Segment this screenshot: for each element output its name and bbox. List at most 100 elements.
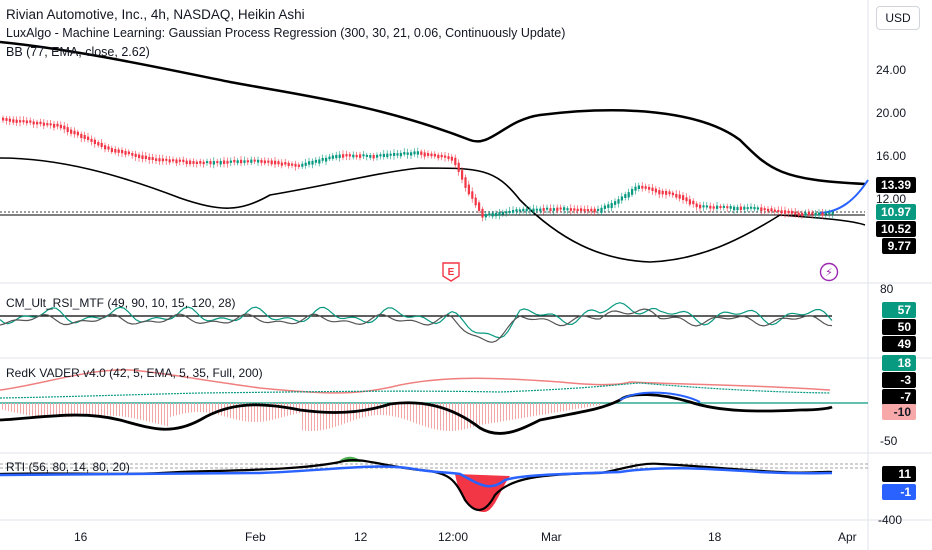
vader-histogram-bar [62,403,63,418]
candle-body [168,159,171,163]
candle-body [682,195,685,201]
vader-histogram-bar [143,403,144,421]
vader-histogram-bar [80,403,81,417]
vader-histogram-bar [509,403,510,421]
time-axis-label: 16 [74,530,88,544]
candle-body [104,145,107,150]
candle-body [563,207,566,211]
candle-body [767,208,770,212]
candle-body [695,203,698,208]
candle-body [403,152,406,155]
candle-body [355,154,358,158]
vader-histogram-bar [14,403,15,413]
candle-body [743,206,746,210]
candle-body [352,154,355,158]
vader-histogram-bar [86,403,87,416]
split-event-icon[interactable]: ⚡ [819,262,839,282]
candle-body [107,146,110,150]
price-axis-label: 16.00 [876,149,907,163]
vader-histogram-bar [275,403,276,420]
candle-body [100,142,103,147]
symbol-title[interactable]: Rivian Automotive, Inc., 4h, NASDAQ, Hei… [6,7,305,22]
vader-histogram-bar [581,403,582,409]
candle-body [267,160,270,163]
candle-body [580,208,583,212]
vader-histogram-bar [377,403,378,416]
candle-body [199,161,202,164]
vader-histogram-bar [299,403,300,414]
candle-body [66,127,69,133]
vader-histogram-bar [530,403,531,417]
vader-histogram-bar [485,403,486,425]
candle-body [335,154,338,159]
candle-body [148,156,151,160]
indicator-bb-legend[interactable]: BB (77, EMA, close, 2.62) [6,45,150,59]
candle-body [471,191,474,199]
candle-body [454,157,457,166]
vader-histogram-bar [599,403,600,406]
vader-histogram-bar [476,403,477,426]
rti-pane-legend[interactable]: RTI (56, 80, 14, 80, 20) [6,460,130,474]
rsi-pane-legend[interactable]: CM_Ult_RSI_MTF (49, 90, 10, 15, 120, 28) [6,296,236,310]
candle-body [209,161,212,165]
indicator-gpr-legend[interactable]: LuxAlgo - Machine Learning: Gaussian Pro… [6,26,566,40]
gpr-forecast-line [819,179,869,214]
candle-body [637,185,640,190]
vader-histogram-bar [134,403,135,419]
vader-pane-legend[interactable]: RedK VADER v4.0 (42, 5, EMA, 5, 35, Full… [6,366,263,380]
candle-body [202,161,205,165]
currency-selector[interactable]: USD [876,6,920,30]
price-tag-upper-band: 13.39 [875,177,916,193]
candle-body [515,209,518,212]
bollinger-upper-band [0,40,866,186]
candle-body [688,199,691,205]
candle-body [32,121,35,125]
vader-histogram-bar [182,403,183,414]
vader-histogram-bar [500,403,501,422]
vader-histogram-bar [242,403,243,421]
price-tag-lower-band: 9.77 [882,238,916,254]
vader-histogram-bar [65,403,66,418]
vader-histogram-bar [590,403,591,407]
vader-tag: -7 [882,389,916,405]
candle-body [376,154,379,158]
candle-body [651,187,654,192]
candle-body [114,148,117,153]
candle-body [498,212,501,216]
vader-histogram-bar [32,403,33,416]
candle-body [617,199,620,204]
candle-body [508,210,511,213]
vader-highlight-line [619,391,701,403]
candle-body [797,212,800,216]
vader-histogram-bar [2,403,3,410]
candle-body [93,139,96,145]
vader-histogram-bar [47,403,48,418]
vader-histogram-bar [113,403,114,416]
candle-body [318,159,321,164]
candle-body [420,151,423,155]
vader-histogram [2,403,600,431]
candle-body [620,196,623,201]
vader-histogram-bar [446,403,447,431]
candle-body [328,156,331,160]
candle-body [729,206,732,209]
vader-histogram-bar [458,403,459,431]
candle-body [270,160,273,165]
candle-body [722,205,725,208]
earnings-event-icon[interactable]: E [442,262,460,282]
vader-histogram-bar [98,403,99,416]
candle-body [42,122,45,126]
candle-body [770,208,773,212]
candle-body [131,152,134,156]
candle-body [382,153,385,158]
vader-histogram-bar [494,403,495,423]
rsi-signal-line [0,308,833,343]
vader-histogram-bar [119,403,120,417]
candle-body [467,184,470,195]
vader-histogram-bar [191,403,192,413]
candle-body [304,162,307,166]
candle-body [134,153,137,158]
candle-body [542,207,545,211]
candle-body [668,191,671,195]
